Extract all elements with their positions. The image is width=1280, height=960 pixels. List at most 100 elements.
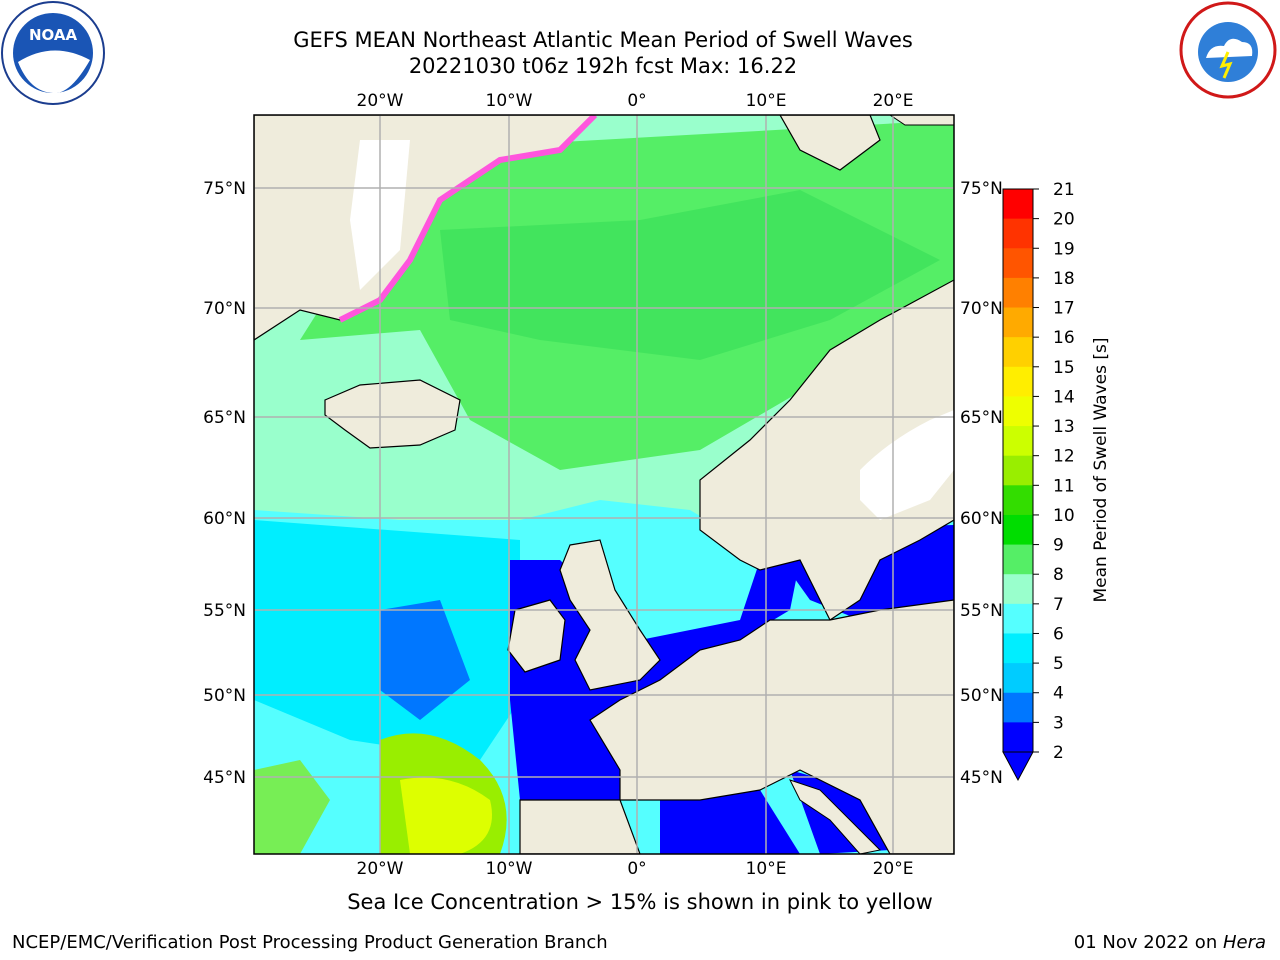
italy-land (789, 779, 882, 854)
iceland-land (324, 379, 461, 449)
lon-label: 10°W (486, 859, 533, 879)
colorbar-tick-label: 4 (1053, 684, 1064, 704)
colorbar-tick-label: 20 (1053, 210, 1075, 230)
colorbar-extend-arrow (1002, 751, 1034, 782)
colorbar-swatch (1003, 514, 1033, 546)
colorbar-tick-label: 19 (1053, 239, 1075, 259)
footer-date: 01 Nov 2022 on Hera (1074, 932, 1266, 953)
lon-label: 20°W (357, 91, 404, 111)
lon-labels-bottom: 20°W 10°W 0° 10°E 20°E (357, 859, 914, 879)
noaa-logo-icon: NOAA (1, 1, 105, 105)
colorbar-label: Mean Period of Swell Waves [s] (1091, 338, 1111, 603)
swell-band-12-14 (400, 777, 492, 854)
colorbar-tick-label: 17 (1053, 299, 1075, 319)
colorbar-frame (1002, 188, 1034, 753)
swell-band-mediterranean (660, 790, 800, 854)
colorbar-tick-label: 11 (1053, 476, 1075, 496)
colorbar-tick-label: 8 (1053, 565, 1064, 585)
great-britain-land (559, 539, 661, 691)
colorbar-tick-label: 14 (1053, 387, 1075, 407)
colorbar-tick-label: 12 (1053, 447, 1075, 467)
footer-credit: NCEP/EMC/Verification Post Processing Pr… (12, 932, 608, 953)
colorbar-tick-label: 9 (1053, 536, 1064, 556)
gulf-of-bothnia (860, 410, 954, 520)
colorbar-tick-label: 18 (1053, 269, 1075, 289)
colorbar-swatch (1003, 189, 1033, 220)
colorbar-swatch (1003, 277, 1033, 309)
lat-labels-left: 75°N 70°N 65°N 60°N 55°N 50°N 45°N (203, 179, 246, 788)
colorbar-swatch (1003, 366, 1033, 397)
iberia-land (519, 799, 641, 854)
continental-europe-land (589, 599, 954, 854)
colorbar-tick-label: 2 (1053, 743, 1064, 763)
scandinavia-land (699, 279, 954, 621)
lat-label: 75°N (203, 179, 246, 199)
lon-label: 0° (627, 859, 646, 879)
noaa-logo-text: NOAA (29, 26, 78, 44)
chart-subtitle: 20221030 t06z 192h fcst Max: 16.22 (408, 54, 798, 78)
swell-band-3-4 (380, 600, 470, 720)
lon-label: 10°E (746, 91, 787, 111)
colorbar-tick-label: 7 (1053, 595, 1064, 615)
lat-label: 65°N (960, 408, 1003, 428)
colorbar-swatch (1003, 455, 1033, 486)
colorbar: 21 20 19 18 17 16 15 14 13 12 11 10 9 8 7 6 5 4 3 2 (1002, 180, 1075, 782)
colorbar-swatch (1003, 544, 1033, 575)
lat-label: 55°N (203, 601, 246, 621)
colorbar-tick-label: 3 (1053, 713, 1064, 733)
map-graticule (254, 115, 954, 854)
footer-host: Hera (1222, 932, 1266, 953)
colorbar-swatch (1003, 248, 1033, 279)
map-frame (253, 114, 955, 855)
lon-labels-top: 20°W 10°W 0° 10°E 20°E (357, 91, 914, 111)
footer-date-text: 01 Nov 2022 on (1073, 932, 1223, 953)
nws-logo-icon (1179, 1, 1277, 99)
swell-band-10-11 (440, 190, 940, 360)
colorbar-swatch (1003, 307, 1033, 338)
colorbar-swatch (1003, 218, 1033, 249)
lat-label: 70°N (960, 299, 1003, 319)
lat-labels-right: 75°N 70°N 65°N 60°N 55°N 50°N 45°N (960, 179, 1003, 788)
colorbar-swatch (1003, 633, 1033, 664)
colorbar-swatch (1003, 722, 1033, 753)
colorbar-swatch (1003, 574, 1033, 605)
colorbar-tick-label: 10 (1053, 506, 1075, 526)
colorbar-swatch (1003, 603, 1033, 634)
lon-label: 10°W (486, 91, 533, 111)
svalbard-east-land (889, 115, 954, 126)
lat-label: 60°N (203, 509, 246, 529)
lat-label: 50°N (960, 686, 1003, 706)
colorbar-swatch (1003, 663, 1033, 694)
svalbard-land (779, 115, 881, 171)
swell-band-9-11-west (254, 760, 330, 854)
chart-title: GEFS MEAN Northeast Atlantic Mean Period… (293, 28, 913, 52)
lon-label: 20°E (873, 859, 914, 879)
lat-label: 60°N (960, 509, 1003, 529)
lon-label: 10°E (746, 859, 787, 879)
swell-band-2-3-coast (510, 560, 800, 800)
colorbar-swatch (1003, 485, 1033, 516)
colorbar-swatch (1003, 692, 1033, 723)
colorbar-swatch (1003, 426, 1033, 457)
colorbar-swatch (1003, 337, 1033, 368)
lon-label: 0° (627, 91, 646, 111)
map-panel (254, 115, 954, 854)
colorbar-tick-label: 15 (1053, 358, 1075, 378)
colorbar-tick-label: 6 (1053, 624, 1064, 644)
colorbar-swatch (1003, 396, 1033, 427)
lat-label: 75°N (960, 179, 1003, 199)
lon-label: 20°W (357, 859, 404, 879)
sea-ice-caption: Sea Ice Concentration > 15% is shown in … (347, 890, 933, 914)
ireland-land (507, 599, 566, 673)
lat-label: 55°N (960, 601, 1003, 621)
lat-label: 45°N (960, 768, 1003, 788)
lat-label: 65°N (203, 408, 246, 428)
colorbar-tick-label: 16 (1053, 328, 1075, 348)
lat-label: 50°N (203, 686, 246, 706)
colorbar-tick-label: 5 (1053, 654, 1064, 674)
lat-label: 45°N (203, 768, 246, 788)
lon-label: 20°E (873, 91, 914, 111)
colorbar-tick-label: 21 (1053, 180, 1075, 200)
lat-label: 70°N (203, 299, 246, 319)
